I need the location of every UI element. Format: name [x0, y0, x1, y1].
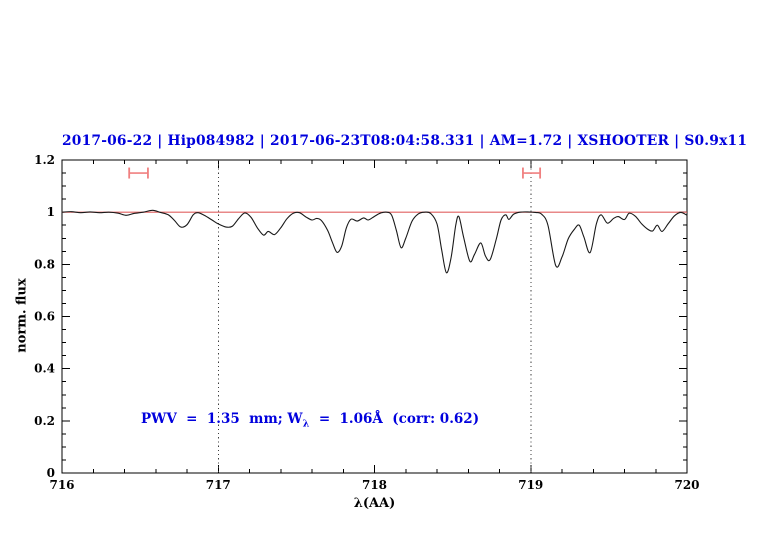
pwv-annotation-prefix: PWV = 1.35 mm; W — [141, 411, 303, 427]
y-tick-label: 0.4 — [34, 362, 55, 376]
pwv-annotation-suffix: = 1.06Å (corr: 0.62) — [309, 411, 480, 427]
plot-title: 2017-06-22 | Hip084982 | 2017-06-23T08:0… — [62, 133, 748, 149]
y-axis-label: norm. flux — [14, 278, 30, 353]
x-tick-label: 716 — [49, 478, 74, 492]
y-tick-label: 0.6 — [34, 310, 55, 324]
x-axis-label: λ(AA) — [353, 496, 396, 511]
x-tick-label: 720 — [674, 478, 699, 492]
y-tick-label: 0.8 — [34, 257, 55, 271]
chart-render-root: 716 717 718 719 720 0 0.2 0.4 0.6 0.8 1 1.2 — [34, 153, 699, 492]
x-tick-label: 718 — [362, 478, 387, 492]
y-tick-label: 0 — [47, 466, 55, 480]
y-tick-label: 0.2 — [34, 414, 55, 428]
pwv-annotation-sub-lambda: λ — [302, 418, 310, 430]
x-tick-label: 719 — [518, 478, 543, 492]
spectrum-path — [61, 209, 688, 274]
pwv-annotation: PWV = 1.35 mm; Wλ = 1.06Å (corr: 0.62) — [141, 411, 479, 430]
x-tick-label: 717 — [206, 478, 231, 492]
y-tick-label: 1 — [47, 205, 55, 219]
y-tick-label: 1.2 — [34, 153, 55, 167]
